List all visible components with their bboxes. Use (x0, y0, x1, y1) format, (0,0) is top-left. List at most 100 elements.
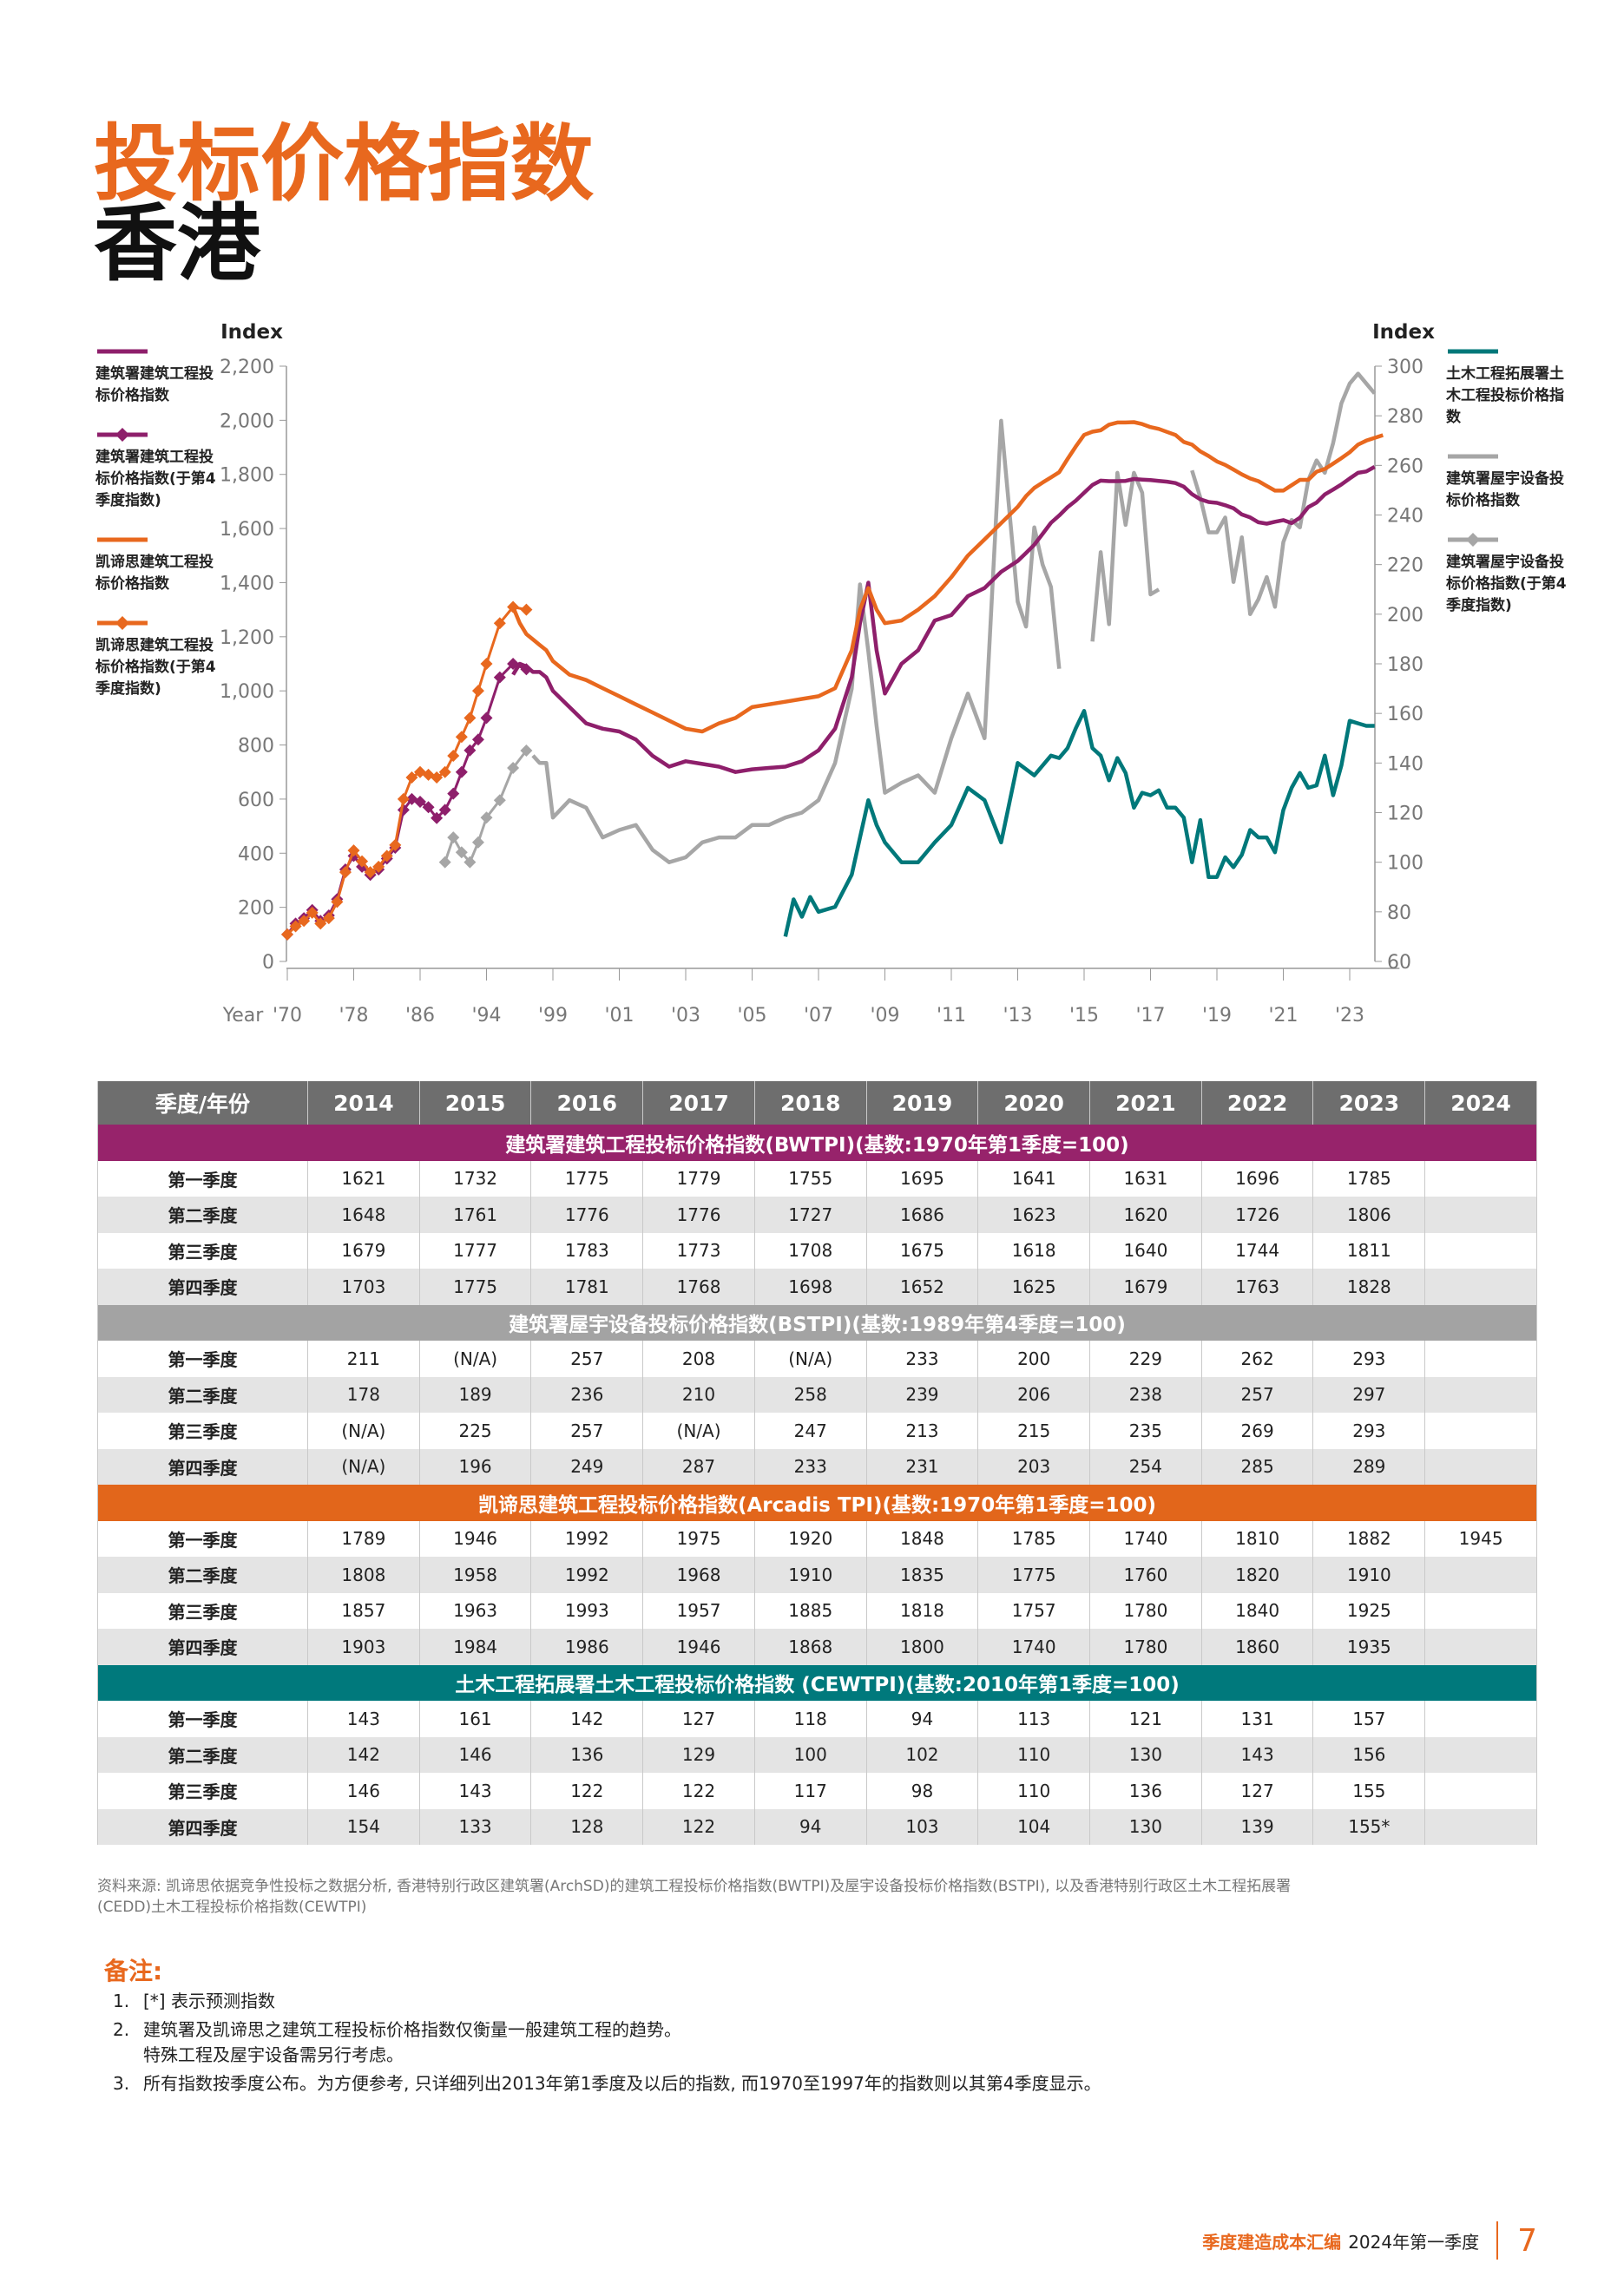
data-point (289, 920, 302, 933)
cell: 235 (1089, 1413, 1202, 1449)
y2-tick-label: 180 (1387, 654, 1423, 676)
cell: 1777 (418, 1232, 532, 1269)
cell: 1925 (1312, 1592, 1426, 1629)
series-line (511, 465, 1376, 774)
cell: 189 (418, 1376, 532, 1413)
cell: 1618 (977, 1232, 1091, 1269)
legend-marker (115, 428, 129, 442)
legend-label: 凯谛思建筑工程投标价格指数(于第4季度指数) (95, 637, 216, 698)
data-point (438, 765, 451, 778)
cell: 229 (1089, 1341, 1202, 1377)
cell: 1975 (642, 1520, 755, 1557)
data-row: 第四季度 1703 1775 1781 1768 1698 1652 1625 1679 1763… (97, 1269, 1537, 1305)
cell: 1811 (1312, 1232, 1426, 1269)
row-label: 第一季度 (97, 1341, 308, 1377)
data-point (372, 860, 385, 873)
cell: (N/A) (642, 1413, 755, 1449)
column-header: 2017 (642, 1081, 755, 1125)
legend-item: 凯谛思建筑工程投标价格指数(于第4季度指数) (95, 614, 226, 700)
section-title: 凯谛思建筑工程投标价格指数(Arcadis TPI)(基数:1970年第1季度=… (97, 1485, 1537, 1521)
row-label: 第三季度 (97, 1592, 308, 1629)
empty-cell (1424, 1701, 1537, 1737)
cell: 1757 (977, 1592, 1091, 1629)
cell: 1621 (307, 1160, 420, 1197)
x-tick-label: '15 (1069, 1005, 1099, 1027)
cell: 1740 (1089, 1520, 1202, 1557)
x-tick-label: '13 (1003, 1005, 1032, 1027)
empty-cell (1424, 1341, 1537, 1377)
cell: 257 (530, 1413, 644, 1449)
y-tick-label: 1,000 (220, 681, 274, 703)
cell: 297 (1312, 1376, 1426, 1413)
empty-cell (1424, 1592, 1537, 1629)
data-row: 第一季度 143 161 142 127 118 94 113 121 131 157 (97, 1701, 1537, 1737)
cell: 293 (1312, 1413, 1426, 1449)
data-row: 第四季度 154 133 128 122 94 103 104 130 139 155* (97, 1808, 1537, 1845)
cell: 1781 (530, 1269, 644, 1305)
cell: 121 (1089, 1701, 1202, 1737)
cell: 131 (1200, 1701, 1314, 1737)
legend-label: 建筑署建筑工程投标价格指数(于第4季度指数) (95, 449, 216, 509)
row-label: 第三季度 (97, 1232, 308, 1269)
cell: 213 (865, 1413, 979, 1449)
legend-swatch (1448, 349, 1498, 354)
data-row: 第四季度 1903 1984 1986 1946 1868 1800 1740 1780 1860… (97, 1629, 1537, 1665)
y-tick-label: 2,000 (220, 410, 274, 432)
cell: 104 (977, 1808, 1091, 1845)
row-label: 第二季度 (97, 1557, 308, 1593)
legend: 土木工程拓展署土木工程投标价格指数 建筑署屋宇设备投标价格指数 建筑署屋宇设备投标价… (1446, 343, 1576, 636)
cell: 133 (418, 1808, 532, 1845)
note-number: 2. (113, 2019, 130, 2040)
cell: 1732 (418, 1160, 532, 1197)
y-tick-label: 1,800 (220, 465, 274, 487)
column-header: 2020 (977, 1081, 1091, 1125)
cell: 1640 (1089, 1232, 1202, 1269)
data-row: 第二季度 142 146 136 129 100 102 110 130 143 156 (97, 1736, 1537, 1773)
data-point (493, 794, 506, 807)
cell: 1920 (753, 1520, 867, 1557)
y2-tick-label: 220 (1387, 555, 1423, 577)
y2-tick-label: 140 (1387, 753, 1423, 775)
row-label: 第四季度 (97, 1448, 308, 1485)
note-body: 建筑署及凯谛思之建筑工程投标价格指数仅衡量一般建筑工程的趋势。 特殊工程及屋宇设备… (143, 2017, 681, 2068)
cell: 1648 (307, 1197, 420, 1233)
legend-label: 建筑署建筑工程投标价格指数 (95, 365, 214, 404)
cell: 1820 (1200, 1557, 1314, 1593)
cell: 211 (307, 1341, 420, 1377)
row-label: 第二季度 (97, 1197, 308, 1233)
cell: 1910 (753, 1557, 867, 1593)
cell: 203 (977, 1448, 1091, 1485)
cell: 1686 (865, 1197, 979, 1233)
cell: 231 (865, 1448, 979, 1485)
cell: 200 (977, 1341, 1091, 1377)
cell: 1755 (753, 1160, 867, 1197)
cell: 1744 (1200, 1232, 1314, 1269)
cell: 1957 (642, 1592, 755, 1629)
cell: 1808 (307, 1557, 420, 1593)
empty-cell (1424, 1197, 1537, 1233)
x-tick-label: '99 (538, 1005, 568, 1027)
cell: 178 (307, 1376, 420, 1413)
note-line: 建筑署及凯谛思之建筑工程投标价格指数仅衡量一般建筑工程的趋势。 (143, 2019, 681, 2040)
series-line (531, 371, 1377, 864)
data-row: 第四季度 (N/A) 196 249 287 233 231 203 254 285 289 (97, 1448, 1537, 1485)
cell: 1773 (642, 1232, 755, 1269)
data-point (414, 796, 426, 809)
y2-tick-label: 300 (1387, 357, 1423, 378)
data-point (438, 804, 451, 817)
cell: 1641 (977, 1160, 1091, 1197)
data-row: 第二季度 1808 1958 1992 1968 1910 1835 1775 1760 1820… (97, 1557, 1537, 1593)
data-point (507, 658, 520, 670)
data-point (493, 671, 506, 684)
y-tick-label: 800 (238, 736, 274, 758)
data-point (306, 906, 319, 919)
cell: 1783 (530, 1232, 644, 1269)
cell: 206 (977, 1376, 1091, 1413)
cell: 1986 (530, 1629, 644, 1665)
data-point (471, 685, 484, 698)
legend-item: 土木工程拓展署土木工程投标价格指数 (1446, 343, 1576, 429)
note-item: 3. 所有指数按季度公布。为方便参考, 只详细列出2013年第1季度及以后的指数,… (113, 2071, 1502, 2096)
cell: 130 (1089, 1808, 1202, 1845)
empty-cell (1424, 1232, 1537, 1269)
